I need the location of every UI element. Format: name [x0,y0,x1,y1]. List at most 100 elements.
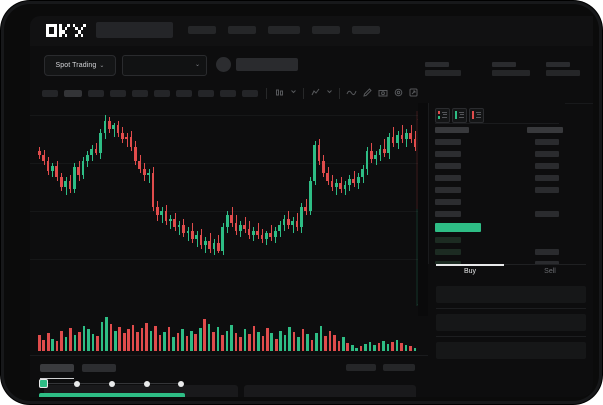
volume-bar [176,332,180,351]
interval-pill-4[interactable] [110,90,126,97]
toolbar-divider-3 [339,88,340,99]
orders-tab-underline [40,378,74,379]
interval-pill-10[interactable] [242,90,258,97]
orderbook-view-switcher [435,107,559,124]
interval-pill-5[interactable] [132,90,148,97]
submit-buy-button[interactable] [39,393,185,397]
orderbook-bid-row[interactable] [435,249,461,255]
volume-bar [306,334,309,351]
interval-pill-2[interactable] [64,90,82,97]
orderbook-ask-row[interactable] [435,199,461,205]
okx-logo[interactable] [46,24,86,37]
volume-bar [266,328,269,351]
trade-form-panel: Buy Sell [428,264,593,397]
global-search-input[interactable] [96,22,173,38]
slider-handle[interactable] [39,379,48,388]
interval-pill-9[interactable] [220,90,236,97]
orderbook-ask-amount[interactable] [535,211,559,217]
total-field[interactable] [436,342,586,359]
settings-icon[interactable] [394,88,403,97]
orderbook-ask-amount[interactable] [535,163,559,169]
orders-content-box-right [244,385,416,397]
price-field[interactable] [436,286,586,303]
interval-pill-6[interactable] [154,90,170,97]
interval-pill-8[interactable] [198,90,214,97]
tab-sell[interactable]: Sell [544,268,556,275]
volume-bar [315,332,318,351]
orderbook-col-header-price[interactable] [435,127,469,133]
volume-bar [87,329,90,351]
tab-open-orders[interactable] [40,364,74,372]
interval-pill-3[interactable] [88,90,104,97]
nav-item-3[interactable] [268,26,300,34]
trading-mode-label: Spot Trading [55,62,97,69]
orders-action-2[interactable] [383,364,415,371]
orderbook-ask-amount[interactable] [535,139,559,145]
orderbook-col-header-amount[interactable] [527,127,563,133]
orderbook-bid-row[interactable] [435,237,461,243]
volume-bar [252,326,256,351]
volume-bar [42,339,46,351]
volume-bar [64,337,68,351]
orders-action-1[interactable] [346,364,376,371]
stat-2 [492,62,530,76]
volume-bar [413,347,417,351]
trading-pair-select[interactable]: ⌄ [122,55,207,76]
orderbook-ask-row[interactable] [435,211,461,217]
nav-item-2[interactable] [228,26,256,34]
interval-pill-7[interactable] [176,90,192,97]
stat-2-label [492,62,516,67]
percent-slider[interactable] [39,379,185,388]
chevron-down-icon[interactable] [326,88,333,95]
volume-bar [359,346,363,351]
nav-item-5[interactable] [352,26,380,34]
fullscreen-icon[interactable] [409,88,418,97]
chevron-down-icon: ⌄ [194,62,200,68]
orderbook-ask-row[interactable] [435,139,461,145]
orderbook-ask-row[interactable] [435,151,461,157]
orderbook-view-asks-icon[interactable] [469,108,484,123]
orderbook-ask-row[interactable] [435,187,461,193]
candle-type-icon[interactable] [275,88,284,97]
nav-item-4[interactable] [312,26,340,34]
pencil-icon[interactable] [363,88,372,97]
chevron-down-icon[interactable] [290,88,297,95]
volume-bar [181,329,184,351]
candlestick-chart-panel[interactable] [30,103,428,355]
toolbar-divider-2 [303,88,304,99]
tab-buy[interactable]: Buy [463,268,477,275]
trade-form-active-underline [436,264,504,266]
orderbook-ask-amount[interactable] [535,151,559,157]
orderbook-bid-amount[interactable] [535,249,559,255]
slider-stop-75[interactable] [144,380,150,387]
orderbook-ask-amount[interactable] [535,175,559,181]
slider-stop-100[interactable] [178,380,184,387]
slider-stop-25[interactable] [74,380,80,387]
orderbook-view-bids-icon[interactable] [452,108,467,123]
amount-field[interactable] [436,314,586,331]
orderbook-ask-row[interactable] [435,163,461,169]
indicator-icon[interactable] [311,88,320,97]
volume-bar [145,322,148,351]
toolbar-divider-1 [266,88,267,99]
volume-bar [122,332,126,351]
nav-item-1[interactable] [188,26,216,34]
volume-bar [149,330,153,351]
tablet-device-frame: Spot Trading ⌄ ⌄ [4,4,599,401]
volume-bar [368,341,372,351]
slider-stop-50[interactable] [109,380,115,387]
volume-bar [257,331,260,351]
interval-pill-1[interactable] [42,90,58,97]
volume-bar [207,323,211,351]
candlestick-series [38,103,418,303]
volume-bar [198,328,202,351]
orderbook-ask-amount[interactable] [535,187,559,193]
tab-order-history[interactable] [82,364,116,372]
stat-1-label [425,62,449,67]
trading-mode-dropdown[interactable]: Spot Trading ⌄ [44,55,116,76]
wave-line-icon[interactable] [346,88,357,97]
orderbook-ask-row[interactable] [435,175,461,181]
orderbook-view-both-icon[interactable] [435,108,450,123]
camera-icon[interactable] [378,88,388,97]
